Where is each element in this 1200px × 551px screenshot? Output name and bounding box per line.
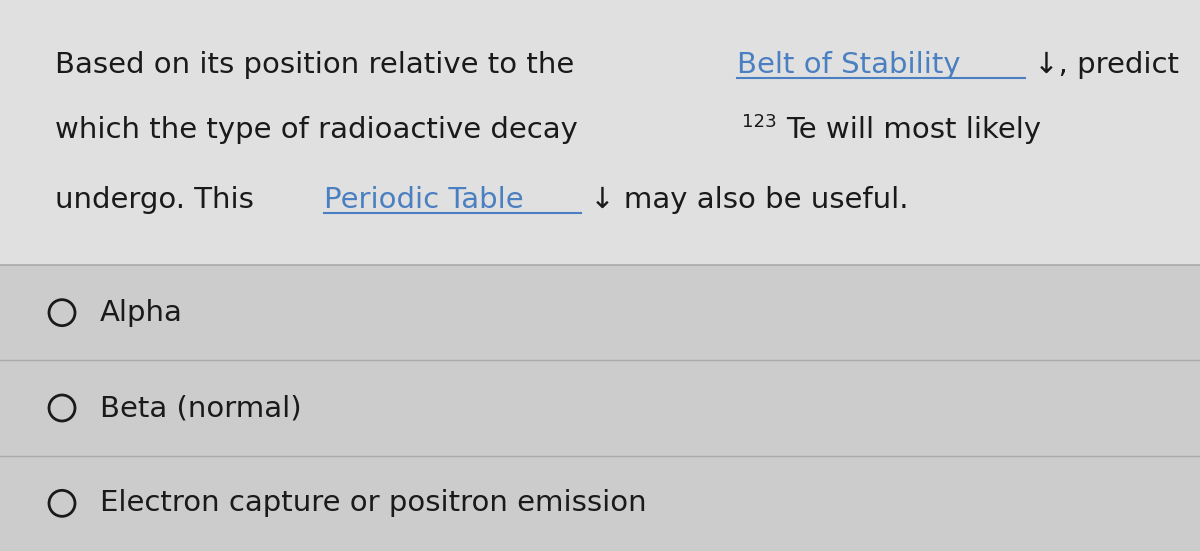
Text: Electron capture or positron emission: Electron capture or positron emission: [100, 489, 647, 517]
Text: ↓, predict: ↓, predict: [1026, 51, 1180, 79]
Text: which the type of radioactive decay: which the type of radioactive decay: [55, 116, 587, 144]
Text: Belt of Stability: Belt of Stability: [737, 51, 960, 79]
Text: Te will most likely: Te will most likely: [786, 116, 1042, 144]
Text: Beta (normal): Beta (normal): [100, 394, 301, 422]
Text: Periodic Table: Periodic Table: [324, 186, 523, 214]
FancyBboxPatch shape: [0, 0, 1200, 265]
FancyBboxPatch shape: [0, 265, 1200, 551]
Text: Based on its position relative to the: Based on its position relative to the: [55, 51, 583, 79]
Text: undergo. This: undergo. This: [55, 186, 263, 214]
Text: 123: 123: [742, 113, 776, 131]
Text: ↓ may also be useful.: ↓ may also be useful.: [581, 186, 908, 214]
Text: Alpha: Alpha: [100, 299, 182, 327]
